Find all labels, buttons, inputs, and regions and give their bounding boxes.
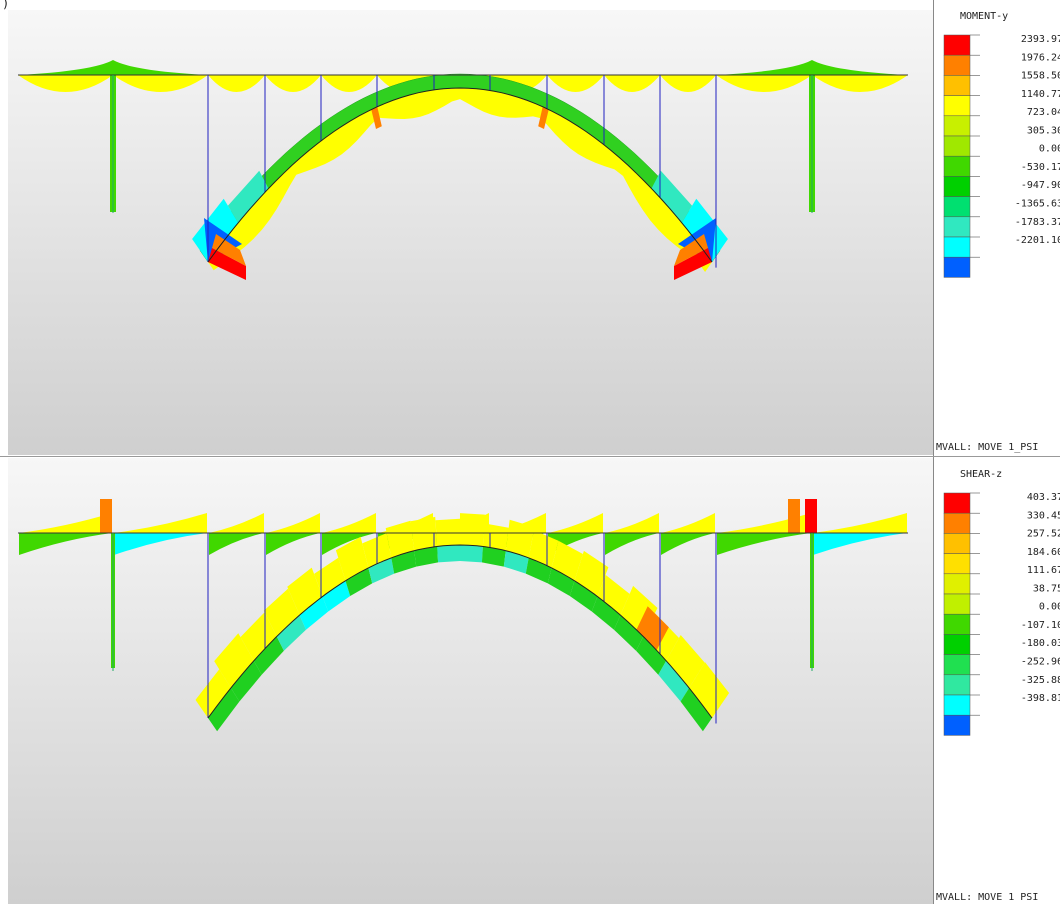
legend-value: 1140.77 [1021, 89, 1060, 100]
arch-shear-pos [411, 517, 438, 551]
legend-swatch [944, 533, 970, 553]
legend-value: -398.81 [1021, 693, 1060, 704]
legend-value: 403.37 [1027, 492, 1060, 503]
legend-value: -107.10 [1021, 620, 1060, 631]
legend-value: 1976.24 [1021, 52, 1060, 63]
legend-swatch [944, 695, 970, 715]
legend-title: SHEAR-z [960, 469, 1002, 480]
shear-peak [805, 499, 817, 533]
legend-value: -2201.10 [1015, 235, 1060, 246]
legend-swatch [944, 554, 970, 574]
legend-value: 0.00 [1039, 602, 1060, 613]
legend-value: 723.04 [1027, 107, 1060, 118]
legend-value: 111.67 [1027, 565, 1060, 576]
corner-mark: ) [2, 0, 9, 11]
legend-value: -1365.63 [1015, 199, 1060, 210]
legend-value: -1783.37 [1015, 217, 1060, 228]
moment-view [8, 10, 933, 455]
legend-value: -530.17 [1021, 162, 1060, 173]
legend-value: 330.45 [1027, 510, 1060, 521]
legend-swatch [944, 217, 970, 237]
legend-value: -180.03 [1021, 638, 1060, 649]
legend-swatch [944, 237, 970, 257]
legend-swatch [944, 655, 970, 675]
legend-panel: SHEAR-z 403.37 330.45 257.52 184.60 111.67 38.… [933, 456, 1060, 904]
arch-shear-neg [460, 545, 483, 562]
legend-value: 38.75 [1033, 583, 1060, 594]
legend-swatch [944, 96, 970, 116]
legend-value: 1558.50 [1021, 71, 1060, 82]
legend-value: 2393.97 [1021, 34, 1060, 45]
legend-swatch [944, 136, 970, 156]
legend-value: 0.00 [1039, 144, 1060, 155]
legend-swatch [944, 614, 970, 634]
shear-peak [100, 499, 112, 533]
legend-swatch [944, 156, 970, 176]
legend-value: 184.60 [1027, 547, 1060, 558]
legend-title: MOMENT-y [960, 11, 1008, 22]
legend-swatch [944, 493, 970, 513]
legend-swatch [944, 176, 970, 196]
footer-label: MVALL: MOVE 1_PSI [936, 442, 1038, 453]
legend-panel: MOMENT-y 2393.97 1976.24 1558.50 1140.77 723.… [933, 0, 1060, 456]
legend-swatch [944, 634, 970, 654]
legend-swatch [944, 116, 970, 136]
legend-swatch [944, 594, 970, 614]
legend-value: 305.30 [1027, 125, 1060, 136]
legend-swatch [944, 715, 970, 735]
legend-value: -325.88 [1021, 675, 1060, 686]
legend-value: -947.90 [1021, 180, 1060, 191]
arch-shear-neg [437, 545, 460, 562]
footer-label: MVALL: MOVE 1 PSI [936, 892, 1038, 903]
shear-peak [788, 499, 800, 533]
arch-shear-pos [460, 513, 485, 546]
legend-swatch [944, 75, 970, 95]
legend-swatch [944, 675, 970, 695]
legend-value: -252.96 [1021, 657, 1060, 668]
shear-view [8, 458, 933, 904]
legend-swatch [944, 257, 970, 277]
legend-swatch [944, 55, 970, 75]
legend-swatch [944, 574, 970, 594]
legend-swatch [944, 513, 970, 533]
legend-value: 257.52 [1027, 529, 1060, 540]
legend-swatch [944, 35, 970, 55]
screen: ) MOMENT-y 2393.97 1976.24 1558.50 1140.77 72… [0, 0, 1060, 904]
legend-swatch [944, 197, 970, 217]
